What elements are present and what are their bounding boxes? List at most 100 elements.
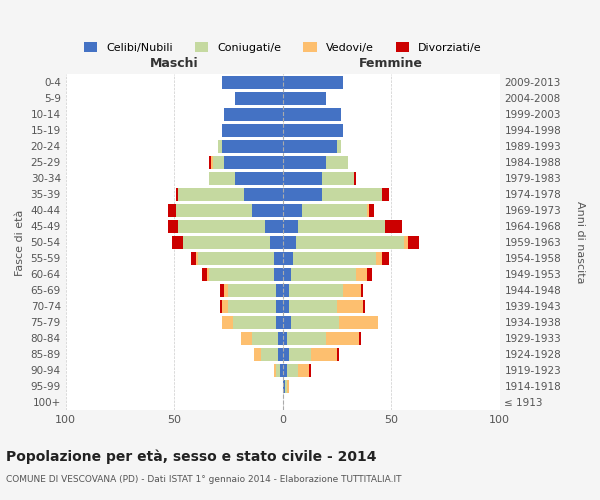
- Bar: [283, 140, 341, 153]
- Bar: [220, 284, 283, 296]
- Bar: [283, 300, 363, 312]
- Bar: [283, 220, 385, 232]
- Bar: [283, 172, 322, 185]
- Bar: [283, 236, 419, 248]
- Bar: [283, 316, 378, 328]
- Bar: [283, 204, 302, 216]
- Bar: [209, 268, 283, 280]
- Bar: [224, 156, 283, 169]
- Bar: [283, 268, 371, 280]
- Bar: [209, 172, 283, 185]
- Bar: [222, 76, 283, 89]
- Bar: [283, 316, 339, 328]
- Bar: [283, 92, 326, 105]
- Bar: [235, 92, 283, 105]
- Bar: [235, 92, 283, 105]
- Bar: [274, 252, 283, 264]
- Bar: [283, 268, 367, 280]
- Bar: [222, 124, 283, 137]
- Bar: [283, 156, 347, 169]
- Bar: [283, 76, 343, 89]
- Bar: [252, 204, 283, 216]
- Bar: [283, 236, 404, 248]
- Bar: [283, 236, 409, 248]
- Bar: [283, 172, 356, 185]
- Bar: [196, 252, 283, 264]
- Bar: [274, 364, 283, 376]
- Bar: [283, 332, 359, 344]
- Bar: [283, 332, 287, 344]
- Bar: [283, 124, 343, 137]
- Bar: [183, 236, 283, 248]
- Bar: [211, 156, 283, 169]
- Bar: [235, 172, 283, 185]
- Bar: [283, 316, 291, 328]
- Bar: [283, 380, 289, 392]
- Bar: [222, 316, 283, 328]
- Bar: [283, 332, 361, 344]
- Bar: [283, 220, 385, 232]
- Bar: [229, 284, 283, 296]
- Bar: [283, 204, 370, 216]
- Bar: [220, 300, 283, 312]
- Bar: [283, 252, 389, 264]
- Bar: [283, 348, 339, 360]
- Bar: [209, 172, 283, 185]
- Bar: [283, 252, 376, 264]
- Bar: [283, 364, 298, 376]
- Text: Maschi: Maschi: [150, 56, 199, 70]
- Bar: [235, 92, 283, 105]
- Bar: [283, 380, 287, 392]
- Bar: [283, 252, 382, 264]
- Bar: [278, 332, 283, 344]
- Bar: [283, 188, 389, 201]
- Bar: [283, 156, 326, 169]
- Bar: [283, 140, 341, 153]
- Bar: [283, 140, 337, 153]
- Bar: [283, 348, 337, 360]
- Bar: [261, 348, 283, 360]
- Bar: [178, 188, 283, 201]
- Bar: [222, 124, 283, 137]
- Bar: [224, 108, 283, 121]
- Bar: [176, 204, 283, 216]
- Bar: [283, 124, 343, 137]
- Bar: [283, 316, 378, 328]
- Bar: [283, 300, 365, 312]
- Bar: [283, 236, 296, 248]
- Bar: [283, 92, 326, 105]
- Bar: [283, 76, 343, 89]
- Bar: [283, 156, 347, 169]
- Bar: [283, 140, 341, 153]
- Bar: [222, 76, 283, 89]
- Bar: [283, 124, 343, 137]
- Bar: [218, 140, 283, 153]
- Bar: [280, 364, 283, 376]
- Bar: [283, 268, 356, 280]
- Bar: [209, 156, 283, 169]
- Bar: [283, 284, 361, 296]
- Bar: [269, 236, 283, 248]
- Bar: [218, 140, 283, 153]
- Bar: [276, 364, 283, 376]
- Bar: [229, 300, 283, 312]
- Bar: [283, 108, 341, 121]
- Bar: [191, 252, 283, 264]
- Bar: [224, 108, 283, 121]
- Bar: [235, 92, 283, 105]
- Bar: [283, 92, 326, 105]
- Bar: [283, 124, 343, 137]
- Y-axis label: Anni di nascita: Anni di nascita: [575, 201, 585, 283]
- Bar: [283, 172, 354, 185]
- Bar: [283, 300, 289, 312]
- Bar: [283, 300, 337, 312]
- Bar: [274, 268, 283, 280]
- Bar: [283, 92, 326, 105]
- Bar: [283, 108, 341, 121]
- Bar: [198, 252, 283, 264]
- Bar: [276, 300, 283, 312]
- Bar: [176, 204, 283, 216]
- Bar: [233, 316, 283, 328]
- Bar: [283, 220, 298, 232]
- Bar: [283, 252, 293, 264]
